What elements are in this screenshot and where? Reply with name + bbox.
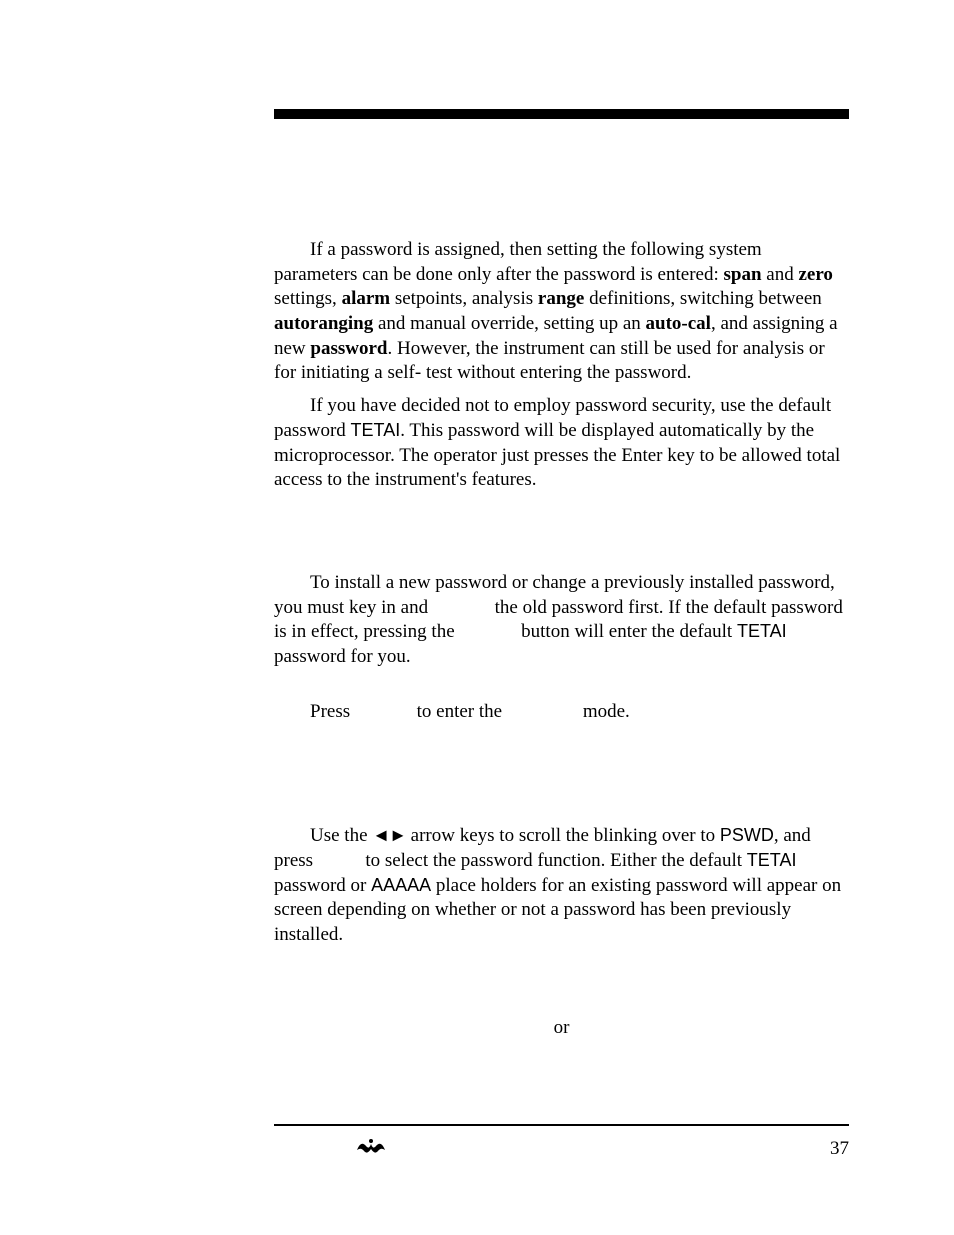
footer: 37 (274, 1130, 849, 1170)
paragraph-press-to-mode: Press to enter the mode. (274, 700, 849, 725)
blank-gap (433, 597, 490, 618)
text: mode. (578, 701, 630, 722)
page-number: 37 (830, 1138, 849, 1160)
bold-range: range (538, 288, 584, 309)
text: to enter the (412, 701, 507, 722)
text: If a password is assigned, then setting … (274, 239, 762, 285)
vertical-gap (274, 501, 849, 571)
text: settings, (274, 288, 342, 309)
paragraph-install-password: To install a new password or change a pr… (274, 571, 849, 670)
blank-gap (459, 621, 516, 642)
bold-autoranging: autoranging (274, 313, 373, 334)
code-pswd: PSWD (720, 825, 774, 845)
text: button will enter the default (516, 621, 737, 642)
bold-autocal: auto-cal (646, 313, 711, 334)
blank-gap (507, 701, 578, 722)
text: password for you. (274, 646, 411, 667)
bold-span: span (724, 264, 762, 285)
bold-zero: zero (798, 264, 832, 285)
code-tetai: TETAI (737, 621, 787, 641)
or-separator: or (274, 956, 849, 1041)
text: to select the password function. Either … (361, 850, 747, 871)
text: Use the (310, 825, 372, 846)
bold-password: password (310, 338, 387, 359)
code-tetai: TETAI (351, 420, 401, 440)
vertical-gap (274, 732, 849, 802)
text: and manual override, setting up an (373, 313, 645, 334)
header-rule (274, 109, 849, 119)
code-tetai: TETAI (747, 850, 797, 870)
vertical-gap (274, 678, 849, 700)
paragraph-arrow-keys: Use the ◄► arrow keys to scroll the blin… (274, 824, 849, 947)
text: password or (274, 875, 371, 896)
text: arrow keys to scroll the blinking over t… (406, 825, 720, 846)
footer-rule (274, 1124, 849, 1126)
footer-logo-icon (354, 1136, 388, 1158)
text: setpoints, analysis (390, 288, 538, 309)
bold-alarm: alarm (342, 288, 391, 309)
code-aaaaa: AAAAA (371, 875, 431, 895)
document-page: If a password is assigned, then setting … (0, 0, 954, 1235)
text: and (762, 264, 799, 285)
blank-gap (318, 850, 361, 871)
paragraph-password-protected: If a password is assigned, then setting … (274, 238, 849, 386)
text: definitions, switching between (584, 288, 821, 309)
paragraph-default-password: If you have decided not to employ passwo… (274, 394, 849, 493)
text: Press (310, 701, 355, 722)
vertical-gap (274, 802, 849, 824)
left-right-arrow-icon: ◄► (372, 825, 406, 845)
body-content: If a password is assigned, then setting … (274, 238, 849, 1040)
blank-gap (355, 701, 412, 722)
